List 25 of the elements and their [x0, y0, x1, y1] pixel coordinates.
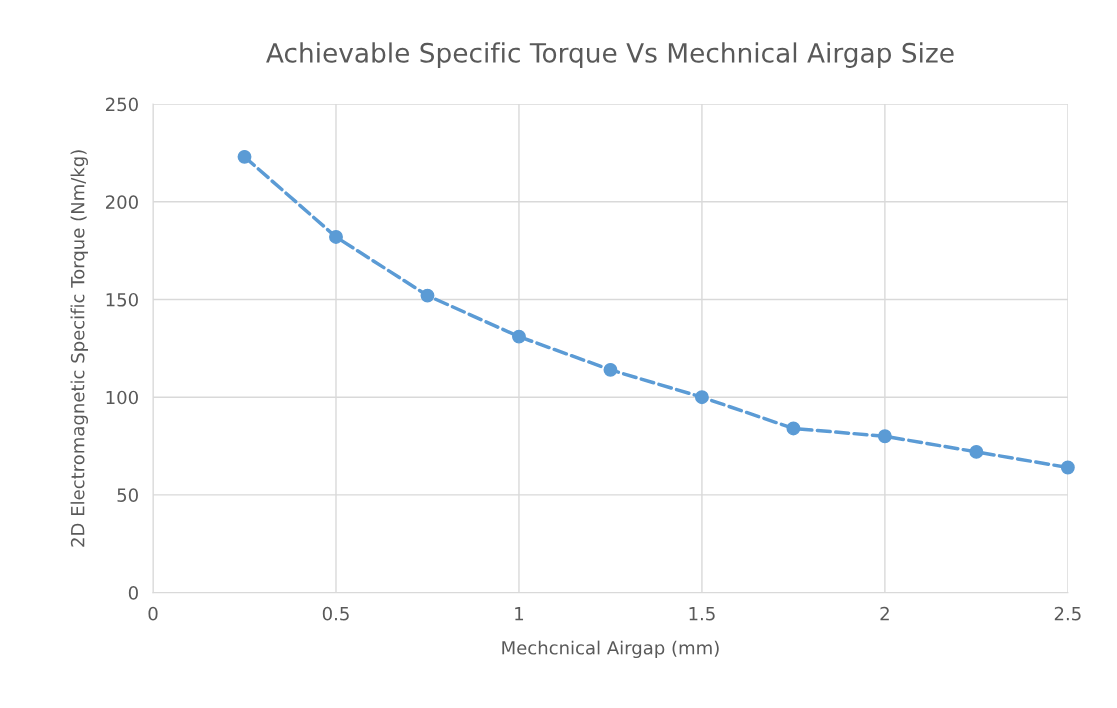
y-tick-label: 200: [106, 195, 138, 209]
point: [694, 390, 709, 405]
point: [329, 230, 343, 244]
point: [237, 149, 252, 164]
point: [969, 444, 984, 459]
y-tick-label: 100: [106, 390, 138, 405]
x-axis-title: Mechcnical Airgap (mm): [502, 640, 719, 659]
x-tick-label: 0.5: [322, 606, 349, 621]
point: [512, 329, 526, 344]
point: [1060, 460, 1075, 475]
y-axis-title: 2D Electromagnetic Specific Torque (Nm/kg): [70, 150, 89, 547]
x-tick-label: 1.5: [689, 607, 715, 621]
x-tick-label: 0: [148, 606, 158, 621]
y-tick-label: 50: [117, 488, 138, 503]
point: [420, 288, 435, 303]
x-tick-label: 2: [880, 606, 889, 621]
point: [877, 429, 892, 444]
point: [603, 362, 618, 377]
y-tick-label: 0: [128, 586, 138, 600]
y-tick-label: 250: [106, 97, 138, 112]
x-tick-label: 2.5: [1054, 606, 1081, 621]
chart-title: Achievable Specific Torque Vs Mechnical Airgap Size: [266, 42, 954, 68]
point: [786, 421, 801, 436]
y-tick-label: 150: [106, 292, 138, 307]
x-tick-label: 1: [515, 607, 524, 621]
